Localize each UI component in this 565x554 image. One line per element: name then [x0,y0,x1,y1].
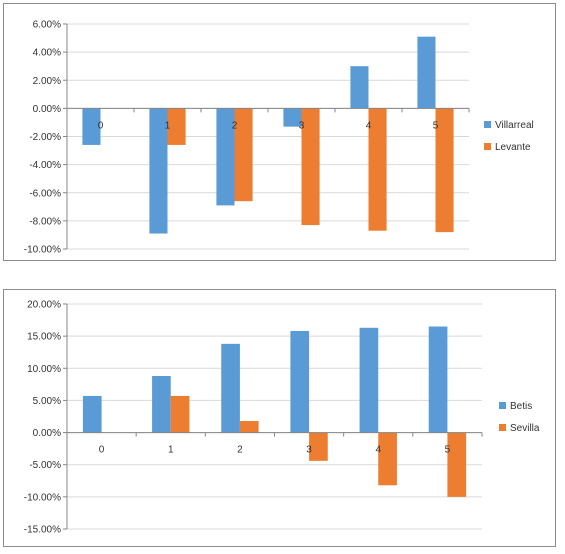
bar-betis-4 [359,327,379,433]
legend-swatch-sevilla [499,424,506,431]
y-tick-label: -8.00% [29,216,61,227]
x-tick-label: 5 [433,120,439,131]
bar-betis-5 [428,326,448,433]
x-tick-label: 1 [168,445,174,456]
y-tick-label: 2.00% [33,76,61,87]
bar-villarreal-2 [216,108,235,206]
bar-betis-0 [82,395,102,433]
x-tick-label: 5 [445,445,451,456]
bar-levante-1 [167,108,186,145]
y-tick-label: 6.00% [33,20,61,31]
bar-villarreal-3 [283,108,302,127]
x-tick-label: 3 [299,120,305,131]
bar-levante-5 [435,108,454,233]
bar-levante-4 [368,108,387,231]
legend-swatch-betis [499,402,506,409]
bar-betis-3 [290,331,310,433]
y-tick-label: -6.00% [29,188,61,199]
x-tick-label: 4 [366,120,372,131]
bar-sevilla-2 [239,421,259,433]
y-tick-label: 0.00% [33,104,61,115]
legend-label-sevilla: Sevilla [510,423,540,434]
x-tick-label: 1 [165,120,171,131]
bar-sevilla-1 [170,395,190,433]
x-tick-label: 0 [99,445,105,456]
chart-betis-sevilla: 20.00% 15.00% 10.00% 5.00% 0.00% -5.00% -10.00… [3,289,556,547]
x-tick-label: 2 [237,445,243,456]
legend-swatch-villarreal [484,121,491,128]
y-tick-label: 4.00% [33,48,61,59]
bar-villarreal-4 [350,66,369,109]
y-tick-label: -10.00% [24,245,61,256]
bar-villarreal-0 [82,108,101,145]
chart-villarreal-levante: 6.00% 4.00% 2.00% 0.00% -2.00% -4.00% -6.00% -8… [3,3,556,261]
bar-villarreal-5 [417,36,436,109]
x-tick-label: 4 [375,445,381,456]
legend-swatch-levante [484,143,491,150]
y-tick-label: 0.00% [33,428,61,439]
chart-betis-sevilla-plot: 20.00% 15.00% 10.00% 5.00% 0.00% -5.00% -10.00… [24,300,540,536]
legend-label-betis: Betis [510,401,532,412]
y-tick-label: 5.00% [33,396,61,407]
x-tick-label: 3 [306,445,312,456]
y-tick-label: 10.00% [27,364,61,375]
bar-sevilla-3 [309,432,328,461]
bar-betis-1 [152,376,171,433]
bar-villarreal-1 [149,108,168,234]
y-tick-label: -10.00% [24,492,61,503]
legend-label-levante: Levante [495,142,531,153]
bar-levante-2 [234,108,253,202]
bar-sevilla-5 [447,432,467,497]
y-tick-label: 15.00% [27,332,61,343]
legend-label-villarreal: Villarreal [495,120,534,131]
y-tick-label: -15.00% [24,525,61,536]
y-tick-label: -4.00% [29,160,61,171]
x-tick-label: 0 [98,120,104,131]
bar-betis-2 [221,343,240,433]
chart-villarreal-levante-plot: 6.00% 4.00% 2.00% 0.00% -2.00% -4.00% -6.00% -8… [24,20,534,256]
y-tick-label: -2.00% [29,132,61,143]
y-tick-label: -5.00% [29,460,61,471]
y-tick-label: 20.00% [27,300,61,311]
x-tick-label: 2 [232,120,238,131]
bar-sevilla-4 [378,432,397,486]
bar-levante-3 [301,108,320,226]
